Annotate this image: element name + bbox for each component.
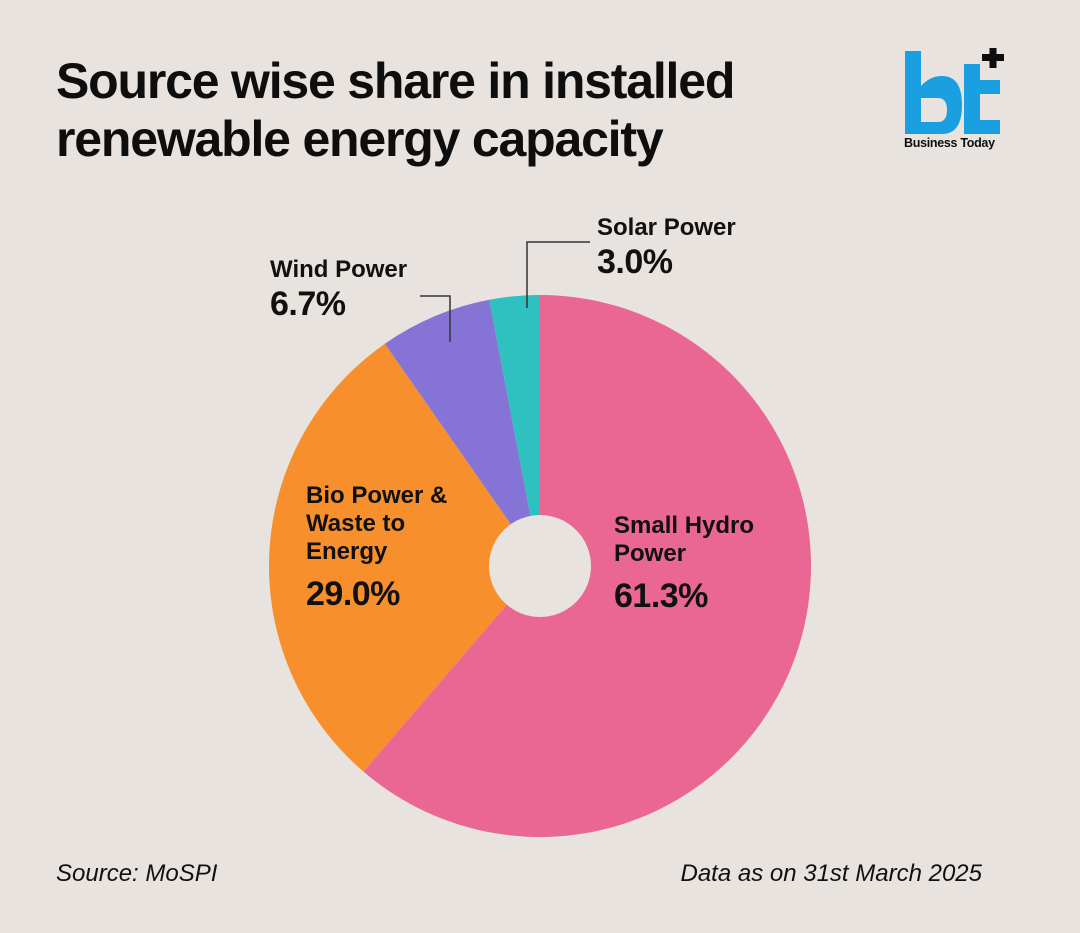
slice-label-small-hydro: Small Hydro Power 61.3% xyxy=(614,512,784,616)
business-today-logo: Business Today xyxy=(900,48,1010,158)
date-note: Data as on 31st March 2025 xyxy=(680,860,982,887)
slice-value-wind: 6.7% xyxy=(270,285,346,323)
source-note: Source: MoSPI xyxy=(56,860,218,887)
leader-line-solar xyxy=(526,241,590,308)
leader-line-wind xyxy=(420,295,451,342)
bt-logo-icon xyxy=(905,48,1004,134)
slice-value-bio-power: 29.0% xyxy=(306,575,400,613)
slice-label-wind: Wind Power 6.7% xyxy=(270,256,407,324)
slice-value-small-hydro: 61.3% xyxy=(614,577,708,615)
chart-title: Source wise share in installed renewable… xyxy=(56,52,735,168)
slice-name-bio-power: Bio Power & Waste to Energy xyxy=(306,482,448,565)
slice-name-solar: Solar Power xyxy=(597,214,736,241)
title-line-1: Source wise share in installed xyxy=(56,53,735,109)
donut-hole xyxy=(489,515,591,617)
slice-bio-power xyxy=(269,343,540,772)
slice-wind xyxy=(384,299,540,566)
slice-solar xyxy=(489,295,540,566)
slice-label-solar: Solar Power 3.0% xyxy=(597,214,736,282)
title-line-2: renewable energy capacity xyxy=(56,111,664,167)
slice-value-solar: 3.0% xyxy=(597,243,673,281)
slice-name-wind: Wind Power xyxy=(270,256,408,283)
logo-wordmark: Business Today xyxy=(904,136,995,150)
slice-label-bio-power: Bio Power & Waste to Energy 29.0% xyxy=(306,482,476,614)
slice-name-small-hydro: Small Hydro Power xyxy=(614,512,755,567)
